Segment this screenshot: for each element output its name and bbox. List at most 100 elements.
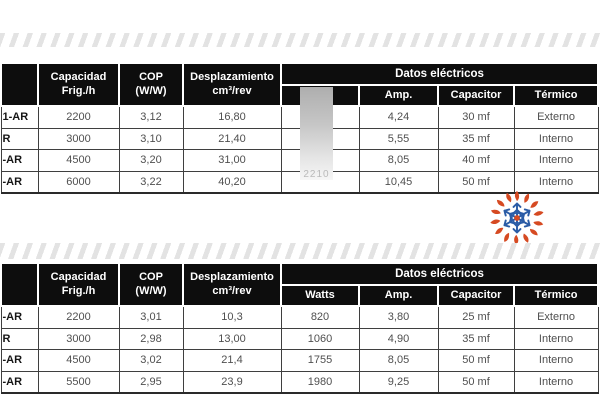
table-row: -AR 2200 3,01 10,3 820 3,80 25 mf Extern…	[0, 305, 599, 329]
termico-cell: Interno	[513, 370, 599, 394]
header-line: cm³/rev	[212, 84, 252, 97]
capacitor-cell: 35 mf	[437, 327, 515, 350]
capacity-cell: 4500	[37, 349, 120, 372]
model-cell: R	[0, 327, 39, 350]
cop-cell: 3,10	[118, 127, 184, 150]
column-header-watts: Watts	[280, 284, 360, 307]
cop-cell: 3,01	[118, 305, 184, 329]
capacitor-cell: 35 mf	[437, 127, 515, 150]
capacity-cell: 2200	[37, 105, 120, 129]
termico-cell: Interno	[513, 149, 599, 172]
header-line: COP	[139, 270, 163, 283]
logo-core	[514, 215, 520, 221]
capacitor-cell: 25 mf	[437, 305, 515, 329]
column-header-capacity: Capacidad Frig./h	[37, 262, 120, 307]
capacity-cell: 2200	[37, 305, 120, 329]
column-header-capacitor: Capacitor	[437, 284, 515, 307]
displacement-cell: 23,9	[182, 370, 282, 394]
column-header-electrical-data: Datos eléctricos	[279, 62, 600, 86]
header-line: (W/W)	[135, 284, 167, 297]
cop-cell: 3,22	[118, 170, 184, 194]
column-header-amp: Amp.	[358, 284, 439, 307]
header-line: cm³/rev	[212, 284, 252, 297]
column-header-amp: Amp.	[358, 84, 439, 107]
header-line: Frig./h	[61, 84, 96, 97]
column-header-capacity: Capacidad Frig./h	[37, 62, 120, 107]
amp-cell: 9,25	[358, 370, 439, 394]
spec-table-1: Capacidad Frig./h COP (W/W) Desplazamien…	[0, 62, 600, 194]
model-cell: -AR	[0, 370, 39, 394]
termico-cell: Interno	[513, 349, 599, 372]
table-row: -AR 4500 3,20 31,00 8,05 40 mf Interno	[0, 149, 599, 172]
capacitor-cell: 30 mf	[437, 105, 515, 129]
amp-cell: 10,45	[358, 170, 439, 194]
amp-cell: 3,80	[358, 305, 439, 329]
termico-cell: Interno	[513, 170, 599, 194]
table-row: R 3000 2,98 13,00 1060 4,90 35 mf Intern…	[0, 327, 599, 350]
model-cell: -AR	[0, 305, 39, 329]
amp-cell: 4,24	[358, 105, 439, 129]
model-cell: 1-AR	[0, 105, 39, 129]
model-cell: R	[0, 127, 39, 150]
model-cell: -AR	[0, 149, 39, 172]
termico-cell: Interno	[513, 327, 599, 350]
hazard-stripe-band-middle	[0, 243, 600, 259]
sun-snowflake-logo	[488, 189, 546, 247]
amp-cell: 5,55	[358, 127, 439, 150]
header-line: Capacidad	[50, 70, 107, 83]
watts-cell: 1060	[280, 327, 360, 350]
table-row: -AR 5500 2,95 23,9 1980 9,25 50 mf Inter…	[0, 370, 599, 394]
column-header-displacement: Desplazamiento cm³/rev	[182, 262, 282, 307]
model-cell: -AR	[0, 170, 39, 194]
capacity-cell: 3000	[37, 327, 120, 350]
header-line: Desplazamiento	[190, 270, 274, 283]
termico-cell: Externo	[513, 105, 599, 129]
cop-cell: 2,95	[118, 370, 184, 394]
header-line: (W/W)	[135, 84, 167, 97]
spec-table-2: Capacidad Frig./h COP (W/W) Desplazamien…	[0, 262, 600, 394]
table-row: 1-AR 2200 3,12 16,80 4,24 30 mf Externo	[0, 105, 599, 129]
displacement-cell: 31,00	[182, 149, 282, 172]
capacity-cell: 6000	[37, 170, 120, 194]
column-header-termico: Térmico	[512, 84, 600, 107]
displacement-cell: 21,4	[182, 349, 282, 372]
header-line: Capacidad	[50, 270, 107, 283]
column-header-termico: Térmico	[512, 284, 600, 307]
column-header-cop: COP (W/W)	[118, 62, 184, 107]
capacity-cell: 4500	[37, 149, 120, 172]
displacement-cell: 21,40	[182, 127, 282, 150]
faint-redacted-value: 2210	[303, 169, 330, 180]
column-header-electrical-data: Datos eléctricos	[279, 262, 600, 286]
cop-cell: 3,20	[118, 149, 184, 172]
capacity-cell: 5500	[37, 370, 120, 394]
header-line: COP	[139, 70, 163, 83]
displacement-cell: 10,3	[182, 305, 282, 329]
cop-cell: 2,98	[118, 327, 184, 350]
column-header-model	[0, 262, 39, 307]
displacement-cell: 40,20	[182, 170, 282, 194]
displacement-cell: 16,80	[182, 105, 282, 129]
hazard-stripe-band-top	[0, 33, 600, 47]
flame-ring-icon	[490, 190, 544, 246]
displacement-cell: 13,00	[182, 327, 282, 350]
column-header-capacitor: Capacitor	[437, 84, 515, 107]
column-header-model	[0, 62, 39, 107]
table-row: -AR 4500 3,02 21,4 1755 8,05 50 mf Inter…	[0, 349, 599, 372]
capacitor-cell: 40 mf	[437, 149, 515, 172]
termico-cell: Externo	[513, 305, 599, 329]
amp-cell: 4,90	[358, 327, 439, 350]
logo-graphic	[490, 190, 544, 246]
cop-cell: 3,12	[118, 105, 184, 129]
watts-cell: 1980	[280, 370, 360, 394]
watts-cell: 1755	[280, 349, 360, 372]
model-cell: -AR	[0, 349, 39, 372]
column-header-displacement: Desplazamiento cm³/rev	[182, 62, 282, 107]
amp-cell: 8,05	[358, 149, 439, 172]
termico-cell: Interno	[513, 127, 599, 150]
header-line: Desplazamiento	[190, 70, 274, 83]
header-line: Frig./h	[61, 284, 96, 297]
redaction-blob: 2210	[300, 87, 333, 180]
column-header-cop: COP (W/W)	[118, 262, 184, 307]
watts-cell: 820	[280, 305, 360, 329]
